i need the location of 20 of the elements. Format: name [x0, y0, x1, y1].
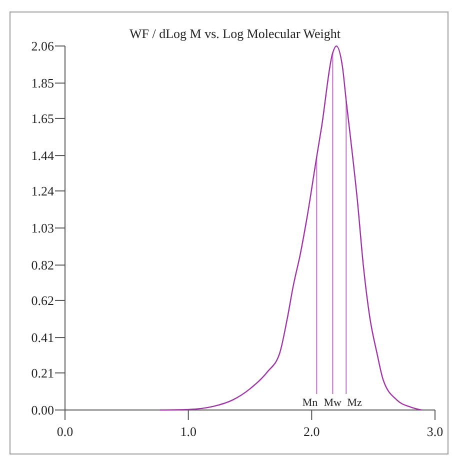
y-tick-label: 1.85 — [31, 76, 54, 91]
x-tick-label: 3.0 — [426, 424, 444, 439]
ref-line-label: Mw — [324, 397, 342, 409]
y-tick-label: 0.82 — [31, 258, 54, 273]
y-tick-label: 1.03 — [31, 220, 54, 236]
y-tick-label: 1.44 — [31, 148, 54, 164]
x-tick-label: 1.0 — [180, 424, 196, 439]
y-tick-label: 2.06 — [31, 38, 54, 54]
y-tick-label: 0.41 — [31, 330, 54, 346]
chart-title: WF / dLog M vs. Log Molecular Weight — [129, 26, 341, 41]
line-series — [159, 45, 422, 411]
y-tick-label: 1.24 — [31, 183, 54, 198]
y-tick-label: 0.62 — [31, 292, 54, 308]
ref-line-label: Mn — [302, 397, 318, 409]
x-tick-label: 0.0 — [56, 424, 74, 439]
y-tick-label: 0.21 — [31, 365, 54, 380]
y-tick-label: 1.65 — [31, 110, 54, 126]
y-tick-label: 0.00 — [31, 402, 54, 418]
ref-line-label: Mz — [347, 397, 362, 409]
x-tick-label: 2.0 — [304, 424, 320, 439]
